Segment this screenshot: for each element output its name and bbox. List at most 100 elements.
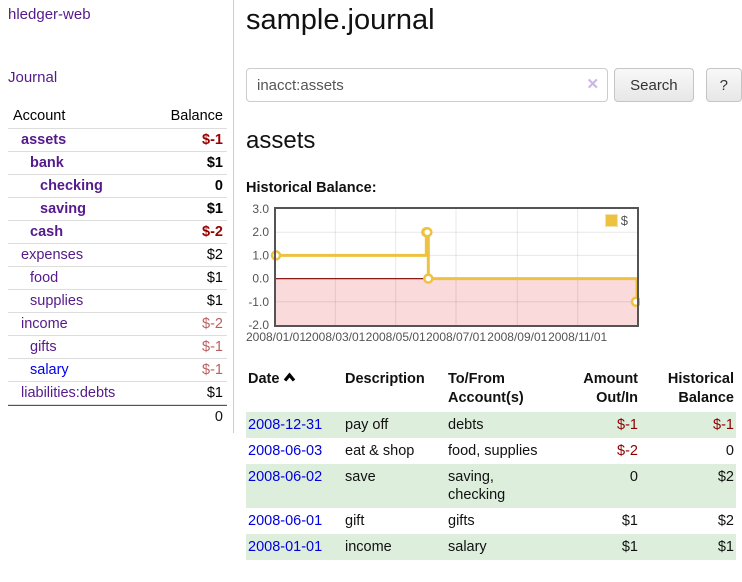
account-column-header: Account [13,108,66,124]
account-balance: $2 [206,247,223,263]
account-link[interactable]: saving [40,201,86,217]
svg-text:-2.0: -2.0 [248,318,269,332]
svg-text:0.0: 0.0 [252,272,269,286]
transaction-date-cell: 2008-12-31 [246,412,343,438]
transaction-accounts: salary [446,534,554,560]
clear-search-icon[interactable]: ✕ [586,76,600,93]
transaction-description: pay off [343,412,446,438]
historical-balance-chart[interactable]: 3.0 2.0 1.0 0.0 -1.0 -2.0 2008/01/01 2008/03/01… [246,203,640,345]
amount-value: $-2 [617,443,638,459]
balance-value: $-1 [713,417,734,433]
date-header-label: Date [248,371,280,387]
sidebar-accounts-table: Account Balance assets $-1 bank $1 checking 0… [8,105,227,428]
main-content: sample.journal ✕ Search ? assets Histori… [246,0,742,560]
legend-swatch-icon [604,214,618,227]
column-header-accounts: To/From Account(s) [446,366,554,412]
transaction-date-link[interactable]: 2008-01-01 [248,539,323,555]
transaction-date-cell: 2008-01-01 [246,534,343,560]
balance-header-line1: Historical [667,371,734,387]
transaction-row: 2008-01-01 income salary $1 $1 [246,534,736,560]
search-button[interactable]: Search [614,68,694,102]
account-row: assets $-1 [8,128,227,151]
account-row: cash $-2 [8,220,227,243]
total-balance: 0 [214,409,223,425]
account-balance: $1 [206,155,223,171]
column-header-balance: Historical Balance [640,366,736,412]
svg-text:2008/11/01: 2008/11/01 [548,330,607,344]
nav-journal-link[interactable]: Journal [8,69,58,86]
brand-link[interactable]: hledger-web [8,6,91,23]
amount-header-line2: Out/In [596,390,638,406]
transaction-row: 2008-06-01 gift gifts $1 $2 [246,508,736,534]
help-button[interactable]: ? [705,68,742,102]
account-link[interactable]: liabilities:debts [21,385,116,401]
transaction-accounts: gifts [448,513,475,529]
svg-text:2008/07/01: 2008/07/01 [426,330,486,344]
account-row: saving $1 [8,197,227,220]
account-link[interactable]: supplies [30,293,84,309]
transactions-table: Date Description To/From Account(s) Amou… [246,366,736,560]
svg-text:2008/01/01: 2008/01/01 [246,330,306,344]
transaction-date-link[interactable]: 2008-06-01 [248,513,323,529]
search-input-wrap: ✕ [246,68,609,102]
account-row: income $-2 [8,312,227,335]
transaction-row: 2008-12-31 pay off debts $-1 $-1 [246,412,736,438]
transaction-date-cell: 2008-06-03 [246,438,343,464]
page-title: sample.journal [246,4,435,36]
account-link[interactable]: gifts [30,339,57,355]
balance-column-header: Balance [170,108,223,124]
account-link[interactable]: bank [30,155,64,171]
account-link[interactable]: expenses [21,247,84,263]
sort-ascending-icon [284,372,296,382]
account-link[interactable]: cash [30,224,64,240]
sidebar-table-header: Account Balance [8,105,227,128]
account-row: salary $-1 [8,358,227,381]
transaction-row: 2008-06-03 eat & shop food, supplies $-2 0 [246,438,736,464]
svg-text:2008/03/01: 2008/03/01 [305,330,365,344]
column-header-amount: Amount Out/In [554,366,640,412]
amount-value: $-1 [617,417,638,433]
chart-title: Historical Balance: [246,180,377,196]
account-row: bank $1 [8,151,227,174]
transaction-date-cell: 2008-06-02 [246,464,343,508]
transaction-balance: $2 [640,464,736,508]
account-row: gifts $-1 [8,335,227,358]
transaction-balance: $-1 [640,412,736,438]
account-row: supplies $1 [8,289,227,312]
transaction-accounts: food, supplies [448,443,538,459]
account-link[interactable]: income [21,316,68,332]
transaction-date-link[interactable]: 2008-06-02 [248,469,323,485]
search-form: ✕ Search ? [246,68,742,102]
amount-value: $1 [621,513,638,529]
balance-header-line2: Balance [678,390,734,406]
accounts-header-line1: To/From [448,371,505,387]
svg-text:3.0: 3.0 [252,203,269,216]
search-input[interactable] [246,68,609,102]
balance-value: 0 [725,443,734,459]
transaction-date-cell: 2008-06-01 [246,508,343,534]
amount-value: $1 [621,539,638,555]
transaction-balance: $2 [640,508,736,534]
sidebar: hledger-web Journal Account Balance asse… [0,0,234,433]
column-header-description: Description [345,371,425,387]
account-link[interactable]: salary [30,362,69,378]
account-row: food $1 [8,266,227,289]
account-balance: $-2 [202,316,223,332]
account-balance: $1 [206,201,223,217]
transaction-amount: $1 [554,508,640,534]
transaction-amount: $-1 [554,412,640,438]
svg-text:1.0: 1.0 [252,248,269,262]
column-header-date[interactable]: Date [246,366,343,412]
transaction-balance: $1 [640,534,736,560]
account-link[interactable]: food [30,270,59,286]
transaction-accounts: saving, checking [446,464,554,508]
transaction-date-link[interactable]: 2008-12-31 [248,417,323,433]
svg-text:2008/05/01: 2008/05/01 [366,330,426,344]
transaction-accounts: debts [446,412,554,438]
sidebar-accounts-body: assets $-1 bank $1 checking 0 saving $1 cash $-2 e… [8,128,227,405]
account-link[interactable]: checking [40,178,103,194]
balance-value: $2 [717,469,734,485]
transaction-date-link[interactable]: 2008-06-03 [248,443,323,459]
account-balance: $1 [206,385,223,401]
account-link[interactable]: assets [21,132,67,148]
